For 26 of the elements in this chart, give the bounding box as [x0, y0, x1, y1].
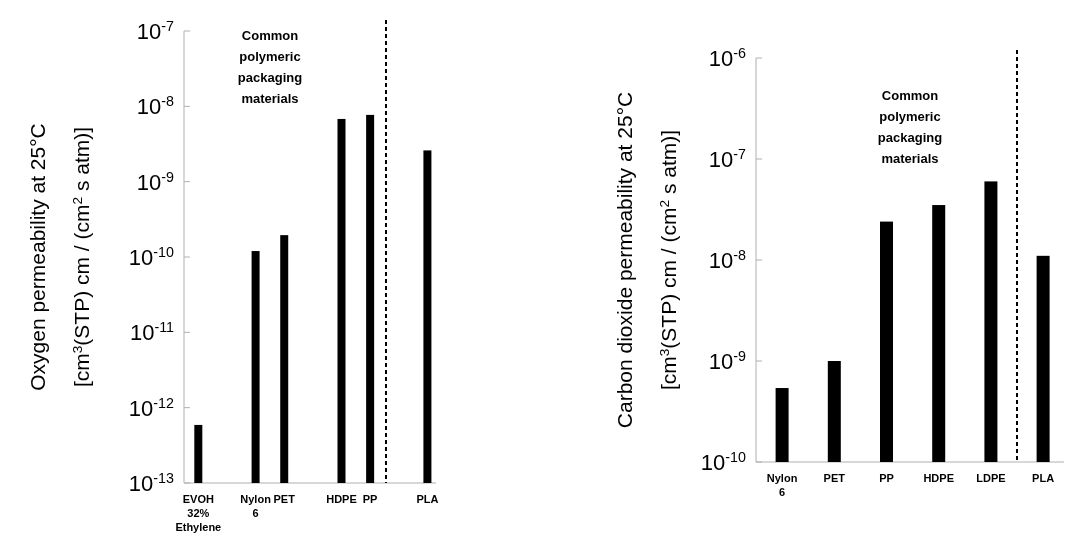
y-tick-label: 10$^{-6}$: [708, 45, 747, 71]
annotation: Common polymeric packaging materials: [237, 28, 303, 106]
x-tick-label: PET: [273, 493, 296, 505]
x-tick-label: PP: [362, 493, 378, 505]
x-tick-label: PLA: [416, 493, 439, 505]
annotation: Common polymeric packaging materials: [877, 88, 943, 166]
x-tick-label: LDPE: [976, 472, 1006, 484]
y-tick-label: 10$^{-9}$: [136, 168, 175, 195]
x-tick-label: EVOH 32% Ethylene: [175, 493, 222, 533]
x-tick-label: HDPE: [326, 493, 357, 505]
x-tick-label: PP: [879, 472, 894, 484]
x-tick-label: HDPE: [923, 472, 954, 484]
x-tick-label: Nylon 6: [766, 472, 798, 498]
y-tick-label: 10$^{-8}$: [136, 93, 175, 120]
y-tick-label: 10$^{-13}$: [128, 470, 175, 496]
y-tick-label: 10$^{-7}$: [708, 146, 747, 172]
x-tick-label: PLA: [1032, 472, 1055, 484]
y-tick-label: 10$^{-11}$: [129, 319, 175, 346]
y-tick-label: 10$^{-8}$: [708, 247, 747, 273]
y-tick-label: 10$^{-10}$: [700, 449, 747, 475]
x-tick-label: PET: [823, 472, 846, 484]
y-tick-label: 10$^{-12}$: [128, 394, 175, 421]
x-tick-label: Nylon 6: [240, 493, 272, 519]
y-tick-label: 10$^{-7}$: [136, 18, 175, 44]
y-tick-label: 10$^{-9}$: [708, 348, 747, 374]
y-tick-label: 10$^{-10}$: [128, 244, 175, 270]
